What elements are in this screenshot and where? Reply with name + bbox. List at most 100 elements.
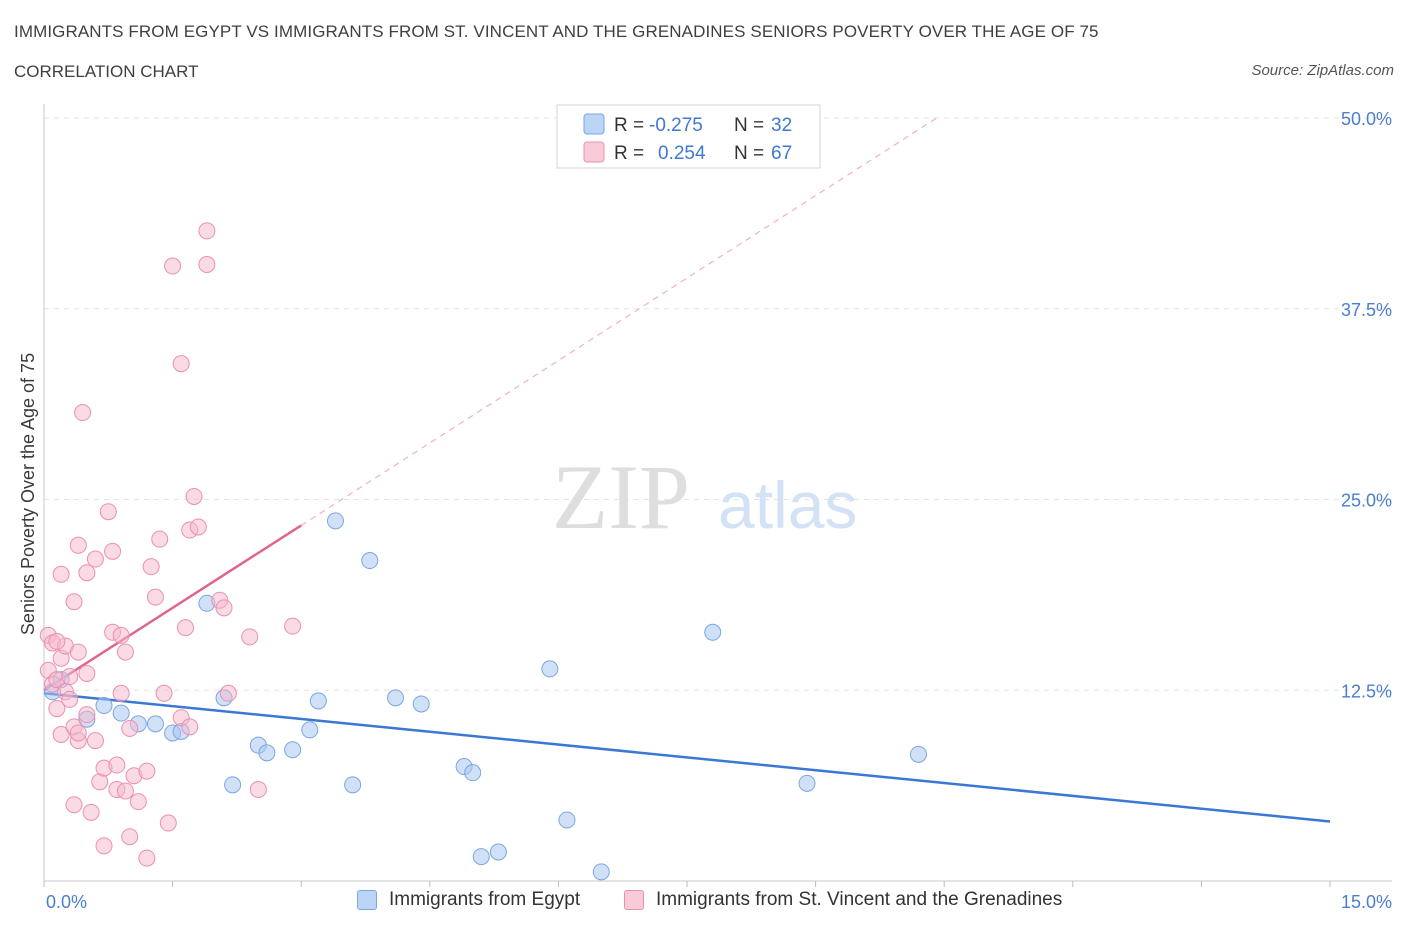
y-axis-label: Seniors Poverty Over the Age of 75 xyxy=(18,353,38,635)
y-tick-label: 12.5% xyxy=(1341,681,1392,701)
y-tick-label: 50.0% xyxy=(1341,109,1392,129)
data-point-svg xyxy=(78,706,96,724)
data-point-egypt xyxy=(326,512,344,530)
data-point-svg xyxy=(189,518,207,536)
data-point-svg xyxy=(65,593,83,611)
data-point-svg xyxy=(69,724,87,742)
legend-label-svg: Immigrants from St. Vincent and the Gren… xyxy=(656,889,1063,910)
data-point-egypt xyxy=(301,721,319,739)
series-egypt-points xyxy=(44,512,927,881)
data-point-egypt xyxy=(224,776,242,794)
data-point-svg xyxy=(198,255,216,273)
data-point-egypt xyxy=(284,741,302,759)
watermark: ZIP atlas xyxy=(552,446,857,548)
data-point-egypt xyxy=(704,623,722,641)
data-point-svg xyxy=(48,700,66,718)
data-point-svg xyxy=(121,719,139,737)
data-point-svg xyxy=(69,643,87,661)
data-point-egypt xyxy=(95,697,113,715)
data-point-svg xyxy=(108,756,126,774)
data-point-egypt xyxy=(464,764,482,782)
data-point-svg xyxy=(249,780,267,798)
data-point-egypt xyxy=(592,863,610,881)
data-point-svg xyxy=(219,684,237,702)
data-point-egypt xyxy=(412,695,430,713)
x-tick-labels: 0.0% 15.0% xyxy=(46,892,1392,912)
watermark-zip: ZIP xyxy=(552,446,690,548)
data-point-svg xyxy=(69,536,87,554)
data-point-svg xyxy=(146,588,164,606)
data-point-svg xyxy=(82,803,100,821)
y-tick-label: 25.0% xyxy=(1341,491,1392,511)
data-point-svg xyxy=(121,828,139,846)
data-point-svg xyxy=(151,530,169,548)
data-point-svg xyxy=(52,565,70,583)
data-point-svg xyxy=(172,355,190,373)
data-point-svg xyxy=(116,643,134,661)
chart-title: IMMIGRANTS FROM EGYPT VS IMMIGRANTS FROM… xyxy=(14,22,1099,41)
data-point-svg xyxy=(138,849,156,867)
correlation-legend: R = -0.275 N = 32 R = 0.254 N = 67 xyxy=(556,104,821,169)
legend-item-egypt[interactable]: Immigrants from Egypt xyxy=(357,889,580,911)
data-point-svg xyxy=(155,684,173,702)
data-point-svg xyxy=(176,619,194,637)
data-point-svg xyxy=(78,564,96,582)
legend-swatch-svg-bottom xyxy=(624,890,644,910)
data-point-svg xyxy=(65,796,83,814)
data-point-egypt xyxy=(112,704,130,722)
data-point-egypt xyxy=(541,660,559,678)
data-point-svg xyxy=(138,762,156,780)
data-point-svg xyxy=(142,558,160,576)
data-point-egypt xyxy=(146,715,164,733)
source-label: Source: ZipAtlas.com xyxy=(1251,62,1394,79)
series-legend: Immigrants from Egypt Immigrants from St… xyxy=(0,889,1406,915)
data-point-egypt xyxy=(489,843,507,861)
data-point-svg xyxy=(61,690,79,708)
data-point-egypt xyxy=(558,811,576,829)
trend-lines xyxy=(43,117,1331,823)
data-point-egypt xyxy=(344,776,362,794)
legend-item-svg[interactable]: Immigrants from St. Vincent and the Gren… xyxy=(624,889,1062,911)
data-point-svg xyxy=(112,684,130,702)
data-point-svg xyxy=(99,503,117,521)
legend-r-label-svg: R = xyxy=(614,143,644,164)
legend-n-value-svg: 67 xyxy=(771,143,792,164)
data-point-svg xyxy=(74,404,92,422)
data-point-svg xyxy=(61,668,79,686)
legend-swatch-svg xyxy=(583,141,605,163)
y-tick-label: 37.5% xyxy=(1341,300,1392,320)
data-point-svg xyxy=(48,632,66,650)
data-point-svg xyxy=(185,487,203,505)
data-point-svg xyxy=(241,628,259,646)
data-point-egypt xyxy=(909,745,927,763)
trend-line-svg-extended xyxy=(300,117,937,526)
data-point-egypt xyxy=(798,774,816,792)
data-point-svg xyxy=(129,793,147,811)
data-point-svg xyxy=(164,257,182,275)
data-point-svg xyxy=(86,732,104,750)
legend-r-value-svg: 0.254 xyxy=(658,143,706,164)
legend-r-value-egypt: -0.275 xyxy=(649,115,703,136)
y-tick-labels: 12.5% 25.0% 37.5% 50.0% xyxy=(1341,109,1392,701)
data-point-svg xyxy=(215,599,233,617)
data-point-egypt xyxy=(309,692,327,710)
data-point-egypt xyxy=(258,744,276,762)
data-point-egypt xyxy=(472,848,490,866)
x-tick-label: 0.0% xyxy=(46,892,87,912)
data-point-egypt xyxy=(361,552,379,570)
legend-n-label-svg: N = xyxy=(734,143,764,164)
series-svg-points xyxy=(39,222,302,867)
data-point-svg xyxy=(95,837,113,855)
chart-subtitle: CORRELATION CHART xyxy=(14,62,199,81)
trend-line-egypt xyxy=(43,692,1331,823)
x-tick-label: 15.0% xyxy=(1341,892,1392,912)
data-point-svg xyxy=(78,664,96,682)
legend-swatch-egypt xyxy=(583,113,605,135)
data-point-svg xyxy=(159,814,177,832)
legend-n-label-egypt: N = xyxy=(734,115,764,136)
trend-line-svg xyxy=(43,524,302,692)
data-point-svg xyxy=(52,726,70,744)
data-point-svg xyxy=(198,222,216,240)
grid-lines xyxy=(44,117,1392,691)
